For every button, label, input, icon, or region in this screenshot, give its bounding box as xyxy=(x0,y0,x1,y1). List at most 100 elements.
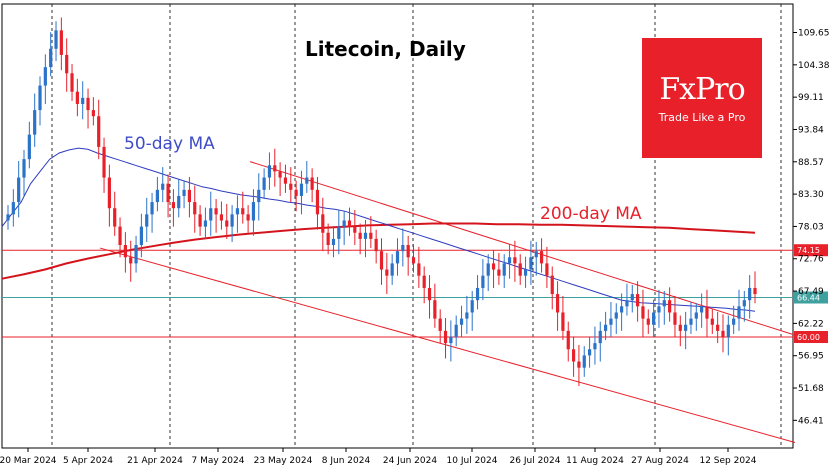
x-tick-label: 5 Apr 2024 xyxy=(63,456,113,466)
candle-body xyxy=(646,318,650,325)
candle-body xyxy=(662,300,666,307)
level-badge: 74.15 xyxy=(794,244,828,257)
candle-body xyxy=(641,306,645,319)
ma50-path xyxy=(1,147,756,312)
candle-body xyxy=(267,165,272,178)
candle-body xyxy=(614,312,618,319)
x-tick-label: 23 May 2024 xyxy=(254,456,313,466)
level-badge: 66.44 xyxy=(794,291,828,304)
candle-body xyxy=(166,183,170,203)
candle-body xyxy=(182,189,186,196)
candle-body xyxy=(161,183,165,190)
candle-body xyxy=(347,220,352,227)
candle-body xyxy=(81,97,85,104)
candle-body xyxy=(134,245,138,264)
candle-body xyxy=(721,330,725,337)
x-tick-label: 27 Aug 2024 xyxy=(631,456,689,466)
y-tick-label: 109.65 xyxy=(798,29,830,39)
candle-body xyxy=(481,275,485,288)
candle-body xyxy=(113,208,117,227)
candle-body xyxy=(369,232,373,239)
candle-body xyxy=(187,189,192,203)
candle-body xyxy=(625,300,629,307)
candle-body xyxy=(230,214,234,227)
candle-body xyxy=(716,324,720,331)
y-tick-label: 88.57 xyxy=(798,158,824,168)
candle-body xyxy=(587,349,592,356)
candle-body xyxy=(289,183,293,190)
y-tick-label: 72.76 xyxy=(798,255,824,265)
candle-body xyxy=(129,257,133,264)
candle-body xyxy=(326,232,330,246)
candle-body xyxy=(684,324,688,331)
x-tick-label: 10 Jul 2024 xyxy=(447,456,498,466)
level-label: 66.44 xyxy=(797,294,820,303)
candle-body xyxy=(251,202,256,221)
candle-body xyxy=(337,226,341,239)
candle-body xyxy=(401,245,405,252)
candle-body xyxy=(561,312,565,331)
candle-body xyxy=(379,251,384,270)
ma200-path xyxy=(1,222,756,280)
y-tick-label: 78.03 xyxy=(798,222,824,232)
candle-body xyxy=(753,287,757,295)
candle-body xyxy=(246,214,250,221)
candle-body xyxy=(555,294,560,313)
candle-body xyxy=(321,214,325,233)
candle-body xyxy=(214,208,218,215)
candle-body xyxy=(203,220,208,227)
candle-body xyxy=(427,287,432,301)
candle-body xyxy=(411,257,416,264)
level-label: 74.15 xyxy=(797,246,820,255)
candle-body xyxy=(422,275,426,288)
candle-body xyxy=(22,159,26,178)
candle-body xyxy=(491,263,496,270)
candle-body xyxy=(636,294,640,307)
candle-body xyxy=(107,177,111,209)
candle-body xyxy=(374,238,378,252)
candle-body xyxy=(123,245,127,258)
candle-body xyxy=(118,226,122,246)
candle-body xyxy=(609,318,613,325)
candle-body xyxy=(353,226,357,233)
candle-body xyxy=(545,263,549,276)
candle-body xyxy=(539,251,544,264)
candle-body xyxy=(710,318,714,325)
x-tick-label: 8 Jun 2024 xyxy=(322,456,371,466)
level-label: 60.00 xyxy=(797,333,820,342)
candle-body xyxy=(748,287,752,301)
candle-body xyxy=(38,85,42,111)
candle-body xyxy=(283,177,288,184)
candles xyxy=(6,17,757,387)
y-tick-label: 62.22 xyxy=(798,319,824,329)
candle-body xyxy=(678,324,682,331)
candle-body xyxy=(438,318,442,331)
ma200-label: 200-day MA xyxy=(540,204,642,224)
candle-body xyxy=(726,324,730,337)
x-tick-label: 24 Jun 2024 xyxy=(383,456,437,466)
ma50-label: 50-day MA xyxy=(124,134,215,154)
candle-body xyxy=(657,306,661,313)
candle-body xyxy=(523,269,528,276)
candle-body xyxy=(70,73,74,92)
candle-body xyxy=(518,263,522,276)
candle-body xyxy=(502,263,506,276)
candle-body xyxy=(219,214,224,221)
candle-body xyxy=(315,189,320,215)
candle-body xyxy=(17,177,21,203)
x-tick-label: 11 Aug 2024 xyxy=(566,456,624,466)
candle-body xyxy=(705,306,709,319)
candle-body xyxy=(6,214,10,221)
candle-body xyxy=(299,183,304,196)
candle-body xyxy=(630,294,634,301)
y-tick-label: 83.30 xyxy=(798,190,824,200)
logo-brand: FxPro xyxy=(659,72,745,107)
candle-body xyxy=(86,97,90,111)
candle-body xyxy=(406,245,410,258)
level-badge: 60.00 xyxy=(794,331,828,343)
candle-body xyxy=(700,306,704,313)
candle-body xyxy=(395,251,400,264)
ma50-line xyxy=(1,147,756,312)
candle-body xyxy=(91,110,95,117)
candle-body xyxy=(497,269,501,276)
